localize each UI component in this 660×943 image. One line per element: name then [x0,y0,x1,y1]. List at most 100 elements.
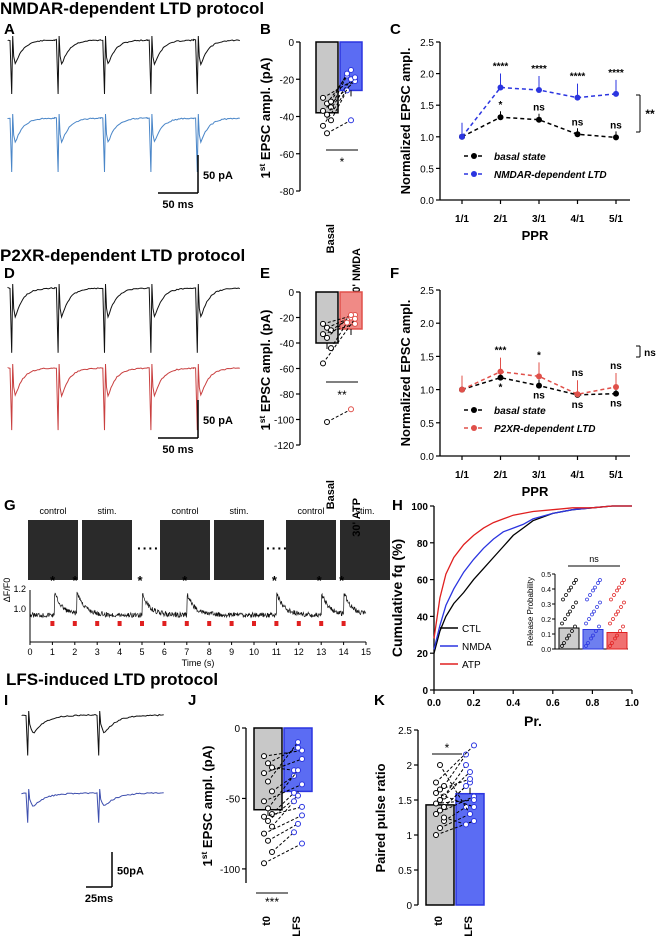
bar [283,727,313,793]
scale-label-x: 50 ms [162,199,193,211]
legend-marker [471,407,477,413]
significance-label: ns [533,391,545,402]
data-point [299,756,305,762]
inset-point [569,585,573,590]
y-tick-label: 0.5 [420,419,434,430]
image-label-control-2: control [171,506,199,516]
data-point [471,742,477,749]
inset-bar [558,627,580,650]
y-tick-label: 100 [411,502,428,513]
spike-marker: * [182,573,188,588]
trace-basal [7,283,240,353]
spike-marker: * [73,573,79,588]
x-tick-label: 0.0 [427,698,441,709]
inset-bar [606,632,628,650]
x-tick-label: 0.2 [467,698,481,709]
inset-point [562,641,566,645]
calcium-trace [29,591,367,619]
x-tick-label: 6 [162,647,167,657]
x-tick-label: t0 [433,916,445,926]
microscopy-image [214,520,264,580]
series-line [461,370,617,396]
x-tick-label: 5/1 [609,214,623,225]
stimulus-marker [207,621,212,626]
pair-line [435,792,475,808]
inset-y-tick-label: 0.2 [541,617,551,624]
x-tick-label: t0 [261,916,273,926]
data-point [299,812,305,819]
data-point [324,111,330,118]
x-tick-label: 5 [139,647,144,657]
data-point [261,753,267,760]
x-tick-label: 0 [27,647,32,657]
data-point [324,334,330,341]
x-tick-label: Basal [325,224,337,253]
inset-point [574,600,578,605]
significance-label: * [537,350,541,361]
pair-line [263,783,303,802]
significance-label: *** [495,346,507,357]
significance-label: * [499,100,503,111]
inset-point [595,605,599,609]
trace-treated [21,788,164,823]
legend-label: basal state [494,406,546,417]
legend-label: P2XR-dependent LTD [494,424,595,435]
data-point [320,320,326,327]
x-tick-label: 0.6 [546,698,560,709]
scale-label-y: 50 pA [203,170,233,182]
data-point [433,779,439,786]
data-point [328,104,334,111]
x-tick-label: 4/1 [571,214,585,225]
inset-point [597,624,601,629]
data-point [437,762,443,768]
significance-label: **** [531,64,547,75]
inset-point [621,624,625,629]
y-tick-label: 0.0 [420,452,434,463]
pair-line [443,754,467,787]
stimulus-marker [50,621,55,626]
data-point [344,319,350,326]
data-point [269,788,275,795]
y-tick-label: -80 [280,187,295,198]
significance-label: * [499,383,503,394]
panel-letter-a: A [4,21,15,38]
significance-label: **** [608,68,624,79]
x-axis-label: Pr. [524,713,542,729]
inset-y-axis-label: Release Probability [526,577,535,646]
legend-marker [471,153,477,159]
inset-point [561,597,565,602]
pair-line [326,119,352,134]
stimulus-marker [252,621,256,626]
y-tick-label: 1.5 [420,352,434,363]
data-point [324,130,330,137]
inset-point [589,636,593,641]
inset-point [608,644,612,648]
data-point [433,790,439,796]
data-point [463,821,469,828]
x-tick-label: 9 [229,647,234,657]
data-point [352,320,358,327]
data-point [295,739,301,746]
image-label-stim-3: stim. [355,506,375,516]
significance-label: ns [572,117,584,128]
pair-line [271,766,295,771]
significance-label: **** [570,72,586,83]
data-point [295,767,301,774]
data-point [299,803,305,810]
y-tick-label: 0.0 [420,196,434,207]
legend-label: CTL [462,624,481,635]
image-label-control-1: control [39,506,67,516]
y-tick-label: 1.0 [13,604,26,614]
panel-letter-c: C [390,21,401,38]
pair-line [443,764,467,797]
x-tick-label: 13 [316,647,326,657]
stimulus-marker [184,621,189,626]
pair-line [326,314,352,339]
y-tick-label: -20 [280,75,295,86]
inset-point [592,609,596,614]
pair-line [330,73,348,102]
data-point [265,805,271,812]
data-point [467,811,473,817]
stimulus-marker [162,621,167,626]
y-tick-label: 1.5 [398,796,412,807]
